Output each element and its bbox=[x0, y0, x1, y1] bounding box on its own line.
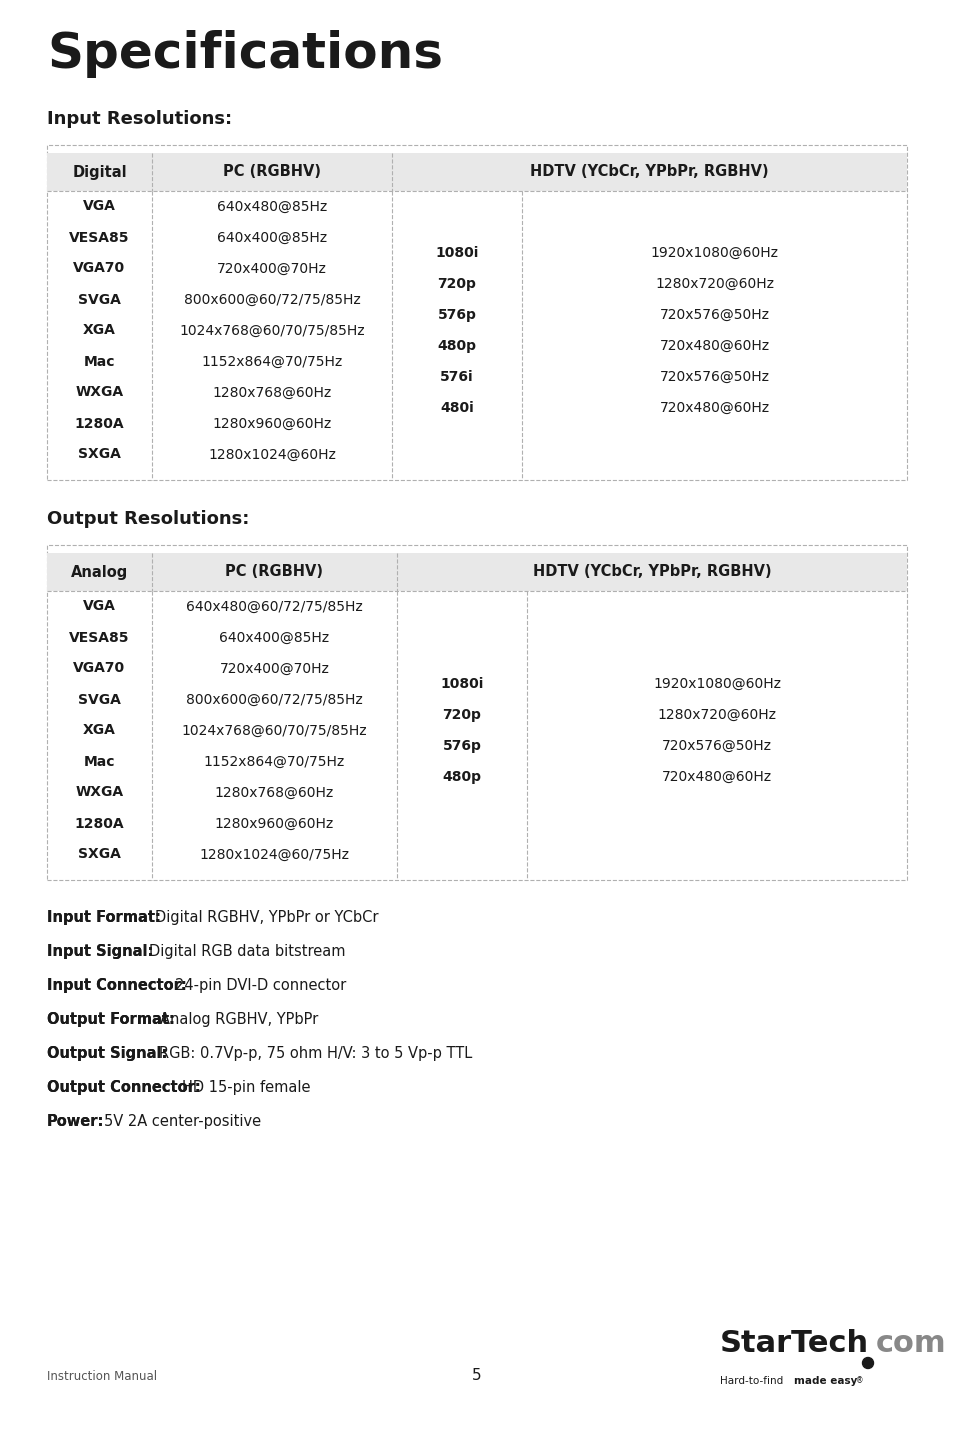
Text: SXGA: SXGA bbox=[78, 448, 121, 462]
Text: 720x400@70Hz: 720x400@70Hz bbox=[217, 262, 327, 276]
Text: SVGA: SVGA bbox=[78, 693, 121, 707]
Text: 720p: 720p bbox=[437, 278, 476, 290]
Bar bbox=[47, 153, 906, 190]
Text: Digital RGBHV, YPbPr or YCbCr: Digital RGBHV, YPbPr or YCbCr bbox=[154, 910, 378, 924]
Text: Digital RGB data bitstream: Digital RGB data bitstream bbox=[149, 944, 345, 959]
Text: 576i: 576i bbox=[439, 371, 474, 384]
Bar bbox=[47, 145, 906, 479]
Text: 576p: 576p bbox=[437, 308, 476, 322]
Text: VGA: VGA bbox=[83, 600, 116, 614]
Text: 576p: 576p bbox=[442, 738, 481, 753]
Text: SVGA: SVGA bbox=[78, 292, 121, 306]
Text: 1280x960@60Hz: 1280x960@60Hz bbox=[213, 416, 332, 431]
Text: 720x480@60Hz: 720x480@60Hz bbox=[661, 770, 771, 784]
Text: 5: 5 bbox=[472, 1368, 481, 1384]
Text: 1280x768@60Hz: 1280x768@60Hz bbox=[213, 385, 332, 399]
Text: 1280x1024@60Hz: 1280x1024@60Hz bbox=[208, 448, 335, 462]
Text: Output Connector:: Output Connector: bbox=[47, 1080, 200, 1095]
Text: HDTV (YCbCr, YPbPr, RGBHV): HDTV (YCbCr, YPbPr, RGBHV) bbox=[530, 165, 768, 179]
Text: 1024x768@60/70/75/85Hz: 1024x768@60/70/75/85Hz bbox=[179, 323, 364, 338]
Text: HDTV (YCbCr, YPbPr, RGBHV): HDTV (YCbCr, YPbPr, RGBHV) bbox=[532, 564, 771, 580]
Text: Specifications: Specifications bbox=[47, 30, 442, 79]
Text: Power:: Power: bbox=[47, 1113, 104, 1129]
Text: Mac: Mac bbox=[84, 754, 115, 768]
Text: VESA85: VESA85 bbox=[70, 230, 130, 245]
Text: RGB: 0.7Vp-p, 75 ohm H/V: 3 to 5 Vp-p TTL: RGB: 0.7Vp-p, 75 ohm H/V: 3 to 5 Vp-p TT… bbox=[159, 1046, 472, 1060]
Text: 480p: 480p bbox=[442, 770, 481, 784]
Text: 1280x768@60Hz: 1280x768@60Hz bbox=[214, 786, 334, 800]
Text: 1280x960@60Hz: 1280x960@60Hz bbox=[214, 817, 334, 830]
Text: Output Signal:: Output Signal: bbox=[47, 1046, 167, 1060]
Text: Output Format:: Output Format: bbox=[47, 1012, 174, 1027]
Text: Input Format:: Input Format: bbox=[47, 910, 161, 924]
Text: 5V 2A center-positive: 5V 2A center-positive bbox=[104, 1113, 261, 1129]
Text: XGA: XGA bbox=[83, 724, 116, 737]
Text: Analog RGBHV, YPbPr: Analog RGBHV, YPbPr bbox=[160, 1012, 318, 1027]
Text: made easy: made easy bbox=[793, 1377, 857, 1387]
Text: Input Resolutions:: Input Resolutions: bbox=[47, 110, 232, 127]
Text: VGA70: VGA70 bbox=[73, 262, 126, 276]
Text: 640x400@85Hz: 640x400@85Hz bbox=[219, 631, 329, 644]
Text: 800x600@60/72/75/85Hz: 800x600@60/72/75/85Hz bbox=[183, 292, 360, 306]
Text: com: com bbox=[875, 1329, 945, 1358]
Circle shape bbox=[862, 1358, 873, 1368]
Text: Output Resolutions:: Output Resolutions: bbox=[47, 509, 249, 528]
Text: Power:: Power: bbox=[47, 1113, 104, 1129]
Text: WXGA: WXGA bbox=[75, 385, 124, 399]
Text: Output Connector:: Output Connector: bbox=[47, 1080, 200, 1095]
Text: 640x400@85Hz: 640x400@85Hz bbox=[216, 230, 327, 245]
Text: 720x576@50Hz: 720x576@50Hz bbox=[661, 738, 771, 753]
Text: 1280x720@60Hz: 1280x720@60Hz bbox=[657, 708, 776, 723]
Text: 720x480@60Hz: 720x480@60Hz bbox=[659, 401, 769, 415]
Text: 720x480@60Hz: 720x480@60Hz bbox=[659, 339, 769, 353]
Text: XGA: XGA bbox=[83, 323, 116, 338]
Text: SXGA: SXGA bbox=[78, 847, 121, 861]
Text: ®: ® bbox=[855, 1377, 862, 1385]
Text: 1920x1080@60Hz: 1920x1080@60Hz bbox=[650, 246, 778, 260]
Text: 1152x864@70/75Hz: 1152x864@70/75Hz bbox=[201, 355, 342, 369]
Text: 640x480@60/72/75/85Hz: 640x480@60/72/75/85Hz bbox=[186, 600, 362, 614]
Text: 720x400@70Hz: 720x400@70Hz bbox=[219, 661, 329, 675]
Text: 720x576@50Hz: 720x576@50Hz bbox=[659, 308, 769, 322]
Text: Input Format:: Input Format: bbox=[47, 910, 161, 924]
Text: Input Signal:: Input Signal: bbox=[47, 944, 153, 959]
Text: VGA70: VGA70 bbox=[73, 661, 126, 675]
Text: Mac: Mac bbox=[84, 355, 115, 369]
Text: 1280x1024@60/75Hz: 1280x1024@60/75Hz bbox=[199, 847, 349, 861]
Text: 800x600@60/72/75/85Hz: 800x600@60/72/75/85Hz bbox=[186, 693, 362, 707]
Text: PC (RGBHV): PC (RGBHV) bbox=[225, 564, 323, 580]
Text: 1024x768@60/70/75/85Hz: 1024x768@60/70/75/85Hz bbox=[181, 724, 367, 737]
Text: 1920x1080@60Hz: 1920x1080@60Hz bbox=[652, 677, 781, 691]
Text: Input Connector:: Input Connector: bbox=[47, 977, 187, 993]
Text: VESA85: VESA85 bbox=[70, 631, 130, 644]
Text: HD 15-pin female: HD 15-pin female bbox=[182, 1080, 310, 1095]
Text: Input Connector:: Input Connector: bbox=[47, 977, 187, 993]
Text: VGA: VGA bbox=[83, 199, 116, 213]
Text: WXGA: WXGA bbox=[75, 786, 124, 800]
Text: StarTech: StarTech bbox=[720, 1329, 868, 1358]
Bar bbox=[47, 552, 906, 591]
Text: PC (RGBHV): PC (RGBHV) bbox=[223, 165, 320, 179]
Text: Input Signal:: Input Signal: bbox=[47, 944, 153, 959]
Text: 1280A: 1280A bbox=[74, 416, 124, 431]
Text: Instruction Manual: Instruction Manual bbox=[47, 1369, 157, 1382]
Text: 480i: 480i bbox=[439, 401, 474, 415]
Text: Hard-to-find: Hard-to-find bbox=[720, 1377, 785, 1387]
Text: Output Format:: Output Format: bbox=[47, 1012, 174, 1027]
Text: 1080i: 1080i bbox=[440, 677, 483, 691]
Text: Analog: Analog bbox=[71, 564, 128, 580]
Bar bbox=[47, 545, 906, 880]
Text: 720x576@50Hz: 720x576@50Hz bbox=[659, 371, 769, 384]
Text: 24-pin DVI-D connector: 24-pin DVI-D connector bbox=[174, 977, 346, 993]
Text: 1280A: 1280A bbox=[74, 817, 124, 830]
Text: 720p: 720p bbox=[442, 708, 481, 723]
Text: Digital: Digital bbox=[72, 165, 127, 179]
Text: 640x480@85Hz: 640x480@85Hz bbox=[216, 199, 327, 213]
Text: 1280x720@60Hz: 1280x720@60Hz bbox=[655, 278, 773, 290]
Text: Output Signal:: Output Signal: bbox=[47, 1046, 167, 1060]
Text: 480p: 480p bbox=[437, 339, 476, 353]
Text: 1080i: 1080i bbox=[435, 246, 478, 260]
Text: 1152x864@70/75Hz: 1152x864@70/75Hz bbox=[204, 754, 345, 768]
